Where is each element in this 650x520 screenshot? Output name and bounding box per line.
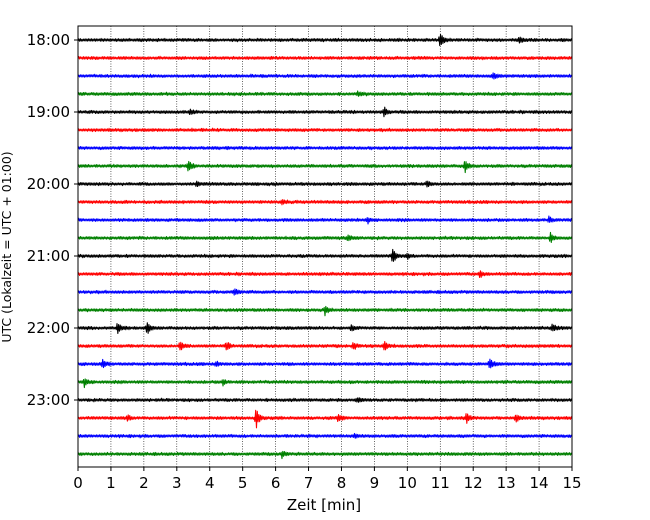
seismic-trace — [77, 288, 573, 296]
seismic-traces — [77, 33, 573, 460]
x-axis: 0 1 2 3 4 5 6 7 8 9 10 11 12 13 14 15 — [73, 467, 582, 492]
vertical-grid — [110, 26, 540, 467]
seismic-trace — [77, 180, 573, 188]
x-tick-label: 6 — [271, 474, 281, 492]
x-tick-label: 14 — [530, 474, 549, 492]
x-axis-label: Zeit [min] — [287, 496, 361, 514]
seismic-trace — [77, 397, 573, 403]
y-tick-label: 19:00 — [27, 103, 70, 121]
seismic-trace — [77, 378, 573, 389]
x-tick-label: 4 — [205, 474, 215, 492]
seismic-trace — [77, 231, 573, 244]
seismic-trace — [77, 341, 573, 351]
seismic-trace — [77, 432, 573, 439]
seismic-trace — [77, 305, 573, 317]
seismic-trace — [77, 145, 573, 151]
seismic-trace — [77, 90, 573, 97]
x-tick-label: 15 — [562, 474, 581, 492]
y-axis-label: UTC (Lokalzeit = UTC + 01:00) — [0, 151, 14, 342]
seismic-trace — [77, 199, 573, 206]
plot-frame — [77, 25, 573, 468]
y-tick-label: 18:00 — [27, 31, 70, 49]
seismic-trace — [77, 106, 573, 118]
x-tick-label: 7 — [304, 474, 314, 492]
seismic-trace — [77, 358, 573, 369]
seismic-trace — [77, 248, 573, 262]
x-tick-label: 8 — [337, 474, 347, 492]
seismic-trace — [77, 33, 573, 47]
x-tick-label: 10 — [398, 474, 417, 492]
x-tick-label: 5 — [238, 474, 248, 492]
seismic-trace — [77, 55, 573, 61]
seismic-trace — [77, 160, 573, 174]
x-tick-label: 9 — [370, 474, 380, 492]
y-tick-label: 21:00 — [27, 247, 70, 265]
seismic-trace — [77, 450, 573, 460]
x-tick-label: 12 — [464, 474, 483, 492]
seismic-trace — [77, 215, 573, 225]
x-tick-label: 2 — [139, 474, 149, 492]
y-tick-label: 20:00 — [27, 175, 70, 193]
x-tick-label: 3 — [172, 474, 182, 492]
seismic-trace — [77, 270, 573, 279]
seismic-trace — [77, 322, 573, 335]
x-tick-label: 1 — [106, 474, 116, 492]
seismic-trace — [77, 409, 573, 429]
y-tick-label: 22:00 — [27, 319, 70, 337]
seismic-trace — [77, 72, 573, 80]
seismic-trace — [77, 127, 573, 133]
x-tick-label: 0 — [73, 474, 83, 492]
x-tick-label: 11 — [431, 474, 450, 492]
y-tick-label: 23:00 — [27, 391, 70, 409]
y-axis: 18:00 19:00 20:00 21:00 22:00 23:00 — [27, 31, 78, 409]
x-tick-label: 13 — [497, 474, 516, 492]
